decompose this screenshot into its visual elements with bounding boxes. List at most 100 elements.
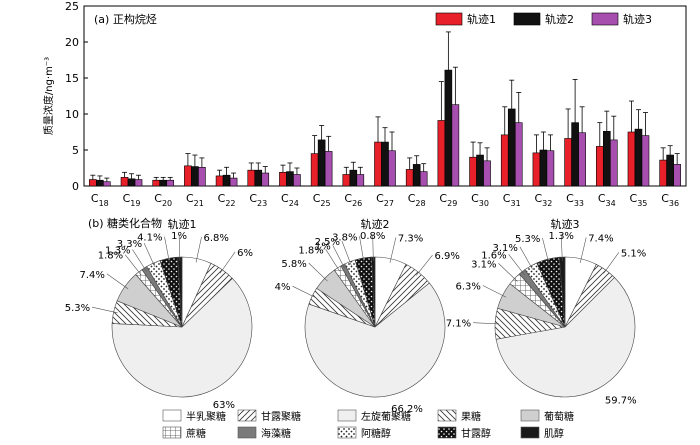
bar-1-26 [342,174,351,187]
bar-1-36 [659,159,667,187]
chart-title: (a) 正构烷烃 [94,12,157,26]
bar-3-23 [261,172,270,187]
pie-2-label: 1.8% [298,245,323,256]
x-tick-sub: 26 [352,199,362,208]
bar-1-30 [469,156,477,187]
legend-label-果糖: 果糖 [461,410,481,423]
leader-line [389,237,397,263]
leader-line [178,235,181,262]
legend-swatch-2 [513,12,541,26]
legend-swatch-1 [435,12,463,26]
pie-1-label: 7.4% [79,270,104,281]
legend-label-葡萄糖: 葡萄糖 [544,410,574,423]
y-tick-label: 20 [65,36,79,49]
legend-label-肌醇: 肌醇 [544,427,564,440]
bar-3-19 [134,179,143,187]
x-tick-base: C [91,192,99,205]
x-tick-label: C32 [534,192,552,208]
x-tick-label: C35 [630,192,648,208]
x-tick-sub: 22 [225,199,235,208]
x-tick-label: C25 [313,192,331,208]
bar-2-28 [412,164,421,187]
bar-1-22 [215,175,224,187]
bar-1-35 [627,131,636,187]
bar-2-23 [254,169,263,187]
x-tick-sub: 20 [162,199,172,208]
bar-3-28 [419,171,428,187]
legend-label-半乳聚糖: 半乳聚糖 [186,410,226,423]
x-tick-base: C [123,192,131,205]
pie-1-label: 6.8% [204,233,229,244]
x-tick-label: C29 [439,192,457,208]
x-tick-label: C23 [249,192,267,208]
bar-3-35 [641,135,650,187]
x-tick-sub: 27 [384,199,394,208]
x-tick-sub: 35 [637,199,647,208]
bar-2-31 [507,108,516,187]
leader-line [132,249,147,272]
x-tick-label: C30 [471,192,489,208]
leader-line [560,235,563,262]
leader-line [124,254,142,276]
bar-3-20 [166,179,175,187]
legend-label-阿糖醇: 阿糖醇 [361,427,391,440]
x-tick-sub: 33 [574,199,584,208]
pie-2-label: 3.8% [332,232,357,243]
bar-1-25 [310,153,319,187]
bar-2-32 [539,149,548,187]
leader-line [415,254,433,276]
x-tick-label: C20 [154,192,172,208]
x-tick-label: C19 [123,192,141,208]
legend-swatch-肌醇 [520,426,540,439]
x-tick-sub: 31 [510,199,520,208]
pie-1-label: 5.3% [65,303,90,314]
x-tick-base: C [598,192,606,205]
leader-line [519,246,533,270]
x-tick-base: C [661,192,669,205]
bar-3-32 [546,150,555,187]
x-tick-label: C18 [91,192,109,208]
x-tick-sub: 18 [99,199,109,208]
bar-3-31 [514,122,523,187]
pie-title-3: 轨迹3 [551,217,580,231]
leader-line [498,263,518,282]
x-tick-base: C [408,192,416,205]
bar-3-26 [356,174,365,187]
leader-line [372,235,374,262]
bar-2-36 [666,154,674,187]
legend-swatch-左旋葡聚糖 [337,409,357,422]
bar-3-22 [229,177,238,187]
x-tick-label: C24 [281,192,299,208]
pie-1-label: 3.3% [117,239,142,250]
pie-title-1: 轨迹1 [168,217,197,231]
bar-3-24 [293,174,301,187]
bar-2-26 [349,169,358,187]
pie-1-slice-左旋葡聚糖 [111,278,253,398]
bar-2-24 [286,171,294,187]
leader-line [292,285,316,298]
bar-1-19 [120,177,129,187]
x-tick-label: C22 [218,192,236,208]
leader-line [473,322,500,325]
x-tick-label: C26 [344,192,362,208]
leader-line [603,252,620,274]
pie-3-label: 1.3% [549,231,574,242]
legend-swatch-半乳聚糖 [162,409,182,422]
pie-section-title: (b) 糖类化合物 [88,216,162,230]
bar-3-30 [483,160,491,187]
pie-2-label: 0.8% [360,231,385,242]
pie-3-label: 7.1% [446,319,471,330]
leader-line [508,254,525,276]
bar-3-36 [673,164,681,187]
legend-label-海藻糖: 海藻糖 [261,427,291,440]
legend-label-左旋葡聚糖: 左旋葡聚糖 [361,410,411,423]
pie-2-label: 4% [275,282,291,293]
x-tick-sub: 32 [542,199,552,208]
legend-swatch-海藻糖 [237,426,257,439]
bar-1-34 [595,146,604,187]
bar-1-29 [437,120,446,187]
x-tick-base: C [630,192,638,205]
pie-3-label: 3.1% [493,243,518,254]
leader-line [308,262,328,282]
